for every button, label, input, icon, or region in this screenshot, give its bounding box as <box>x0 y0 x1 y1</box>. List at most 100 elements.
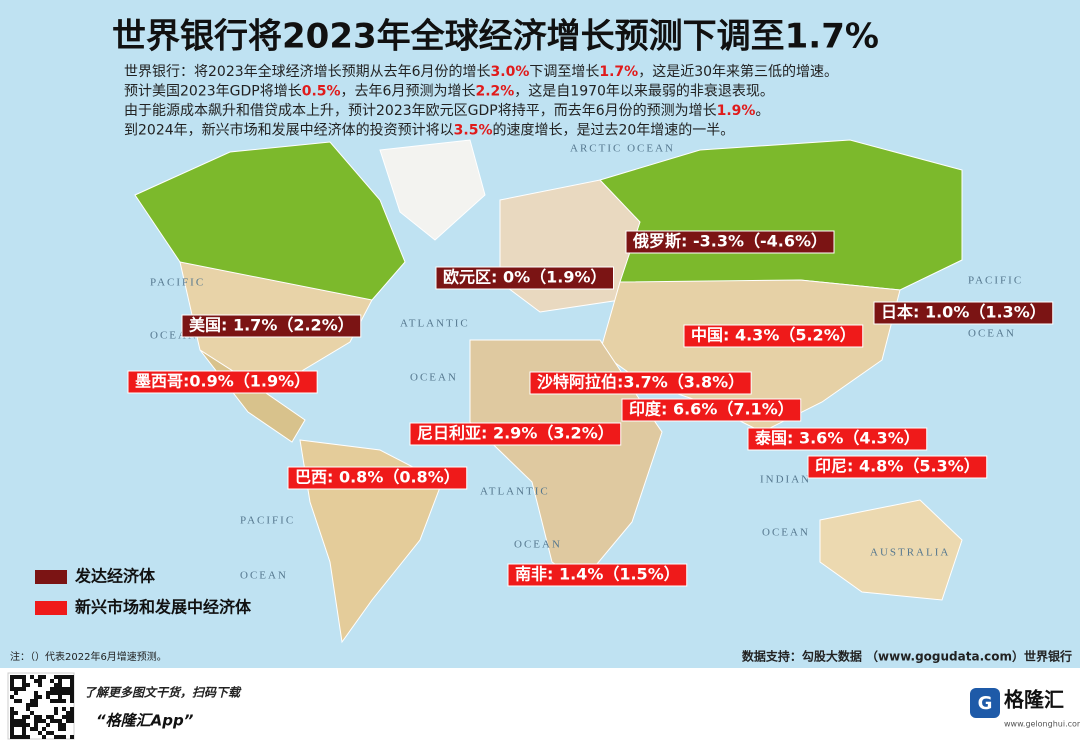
qr-cell <box>26 683 30 687</box>
qr-cell <box>34 695 38 699</box>
label-text: 尼日利亚: 2.9%（3.2%） <box>417 424 614 443</box>
place-name: PACIFIC <box>240 515 295 527</box>
qr-cell <box>58 691 62 695</box>
qr-cell <box>70 707 74 711</box>
label-box <box>127 370 318 394</box>
qr-cell <box>42 675 46 679</box>
qr-cell <box>14 699 18 703</box>
label-box <box>529 371 752 395</box>
qr-cell <box>70 675 74 679</box>
label-text: 巴西: 0.8%（0.8%） <box>295 468 460 487</box>
qr-cell <box>66 691 70 695</box>
label-box <box>621 398 802 422</box>
source: 数据支持：勾股大数据 （www.gogudata.com）世界银行 <box>742 649 1072 664</box>
qr-cell <box>38 679 42 683</box>
qr-cell <box>26 723 30 727</box>
label-box <box>625 230 835 254</box>
qr-cell <box>34 715 38 719</box>
qr-cell <box>58 727 62 731</box>
label-box <box>683 324 864 348</box>
qr-cell <box>54 719 58 723</box>
qr-cell <box>50 719 54 723</box>
summary-text: 下调至增长 <box>529 64 599 80</box>
qr-cell <box>62 707 66 711</box>
highlight: 1.7% <box>599 64 638 80</box>
label-text: 墨西哥:0.9%（1.9%） <box>135 372 310 391</box>
qr-cell <box>46 715 50 719</box>
place-name: OCEAN <box>410 372 458 384</box>
qr-cell <box>22 731 26 735</box>
qr-cell <box>38 675 42 679</box>
qr-cell <box>18 687 22 691</box>
label-box <box>747 427 928 451</box>
logo-url: www.gelonghui.com <box>1004 720 1080 729</box>
qr-cell <box>30 675 34 679</box>
qr-cell <box>66 711 70 715</box>
qr-cell <box>70 683 74 687</box>
logo-text: 格隆汇 <box>1004 688 1064 712</box>
qr-cell <box>58 679 62 683</box>
summary-line: 由于能源成本飙升和借贷成本上升，预计2023年欧元区GDP将持平，而去年6月份的… <box>124 103 769 119</box>
legend-swatch <box>35 570 67 584</box>
summary-line: 世界银行：将2023年全球经济增长预期从去年6月份的增长3.0%下调至增长1.7… <box>124 63 838 80</box>
title: 世界银行将2023年全球经济增长预测下调至1.7% <box>112 17 879 57</box>
note: 注：（）代表2022年6月增速预测。 <box>10 650 167 663</box>
qr-cell <box>58 719 62 723</box>
continents <box>134 139 963 644</box>
qr-cell <box>14 675 18 679</box>
qr-cell <box>66 687 70 691</box>
place-name: PACIFIC <box>150 277 205 289</box>
place-name: INDIAN <box>760 474 811 486</box>
highlight: 3.5% <box>454 123 493 139</box>
qr-cell <box>10 675 14 679</box>
qr-cell <box>62 699 66 703</box>
label-box <box>507 563 688 587</box>
qr-cell <box>62 723 66 727</box>
qr-cell <box>62 691 66 695</box>
qr-cell <box>54 687 58 691</box>
summary-text: ，这是近30年来第三低的增速。 <box>638 63 838 80</box>
qr-cell <box>34 679 38 683</box>
qr-cell <box>46 695 50 699</box>
country-labels: 俄罗斯: -3.3%（-4.6%） 欧元区: 0%（1.9%） 日本: 1.0%（1… <box>127 230 1054 587</box>
place-name: OCEAN <box>762 527 810 539</box>
qr-code <box>7 672 75 740</box>
qr-cell <box>34 703 38 707</box>
qr-cell <box>58 683 62 687</box>
qr-cell <box>18 675 22 679</box>
south-america <box>299 439 443 644</box>
label-text: 沙特阿拉伯:3.7%（3.8%） <box>537 373 744 392</box>
qr-cell <box>38 683 42 687</box>
summary-text: 由于能源成本飙升和借贷成本上升，预计2023年欧元区GDP将持平，而去年6月份的… <box>124 103 717 119</box>
qr-cell <box>50 691 54 695</box>
qr-cell <box>14 719 18 723</box>
summary-text: 的速度增长，是过去20年增速的一半。 <box>492 123 734 139</box>
qr-cell <box>22 675 26 679</box>
qr-cell <box>70 679 74 683</box>
summary-text: ，去年6月预测为增长 <box>341 84 476 100</box>
qr-cell <box>58 699 62 703</box>
qr-cell <box>14 735 18 739</box>
qr-cell <box>54 675 58 679</box>
label-box <box>181 314 362 338</box>
qr-cell <box>66 675 70 679</box>
qr-cell <box>46 731 50 735</box>
qr-cell <box>26 735 30 739</box>
qr-cell <box>66 719 70 723</box>
place-name: ATLANTIC <box>400 318 470 330</box>
qr-cell <box>38 719 42 723</box>
qr-cell <box>30 699 34 703</box>
place-name: OCEAN <box>514 539 562 551</box>
qr-cell <box>62 687 66 691</box>
qr-cell <box>26 703 30 707</box>
qr-cell <box>10 711 14 715</box>
qr-cell <box>10 687 14 691</box>
qr-cell <box>50 699 54 703</box>
logo-glyph: G <box>978 693 993 714</box>
qr-cell <box>70 687 74 691</box>
qr-cell <box>46 691 50 695</box>
label-box <box>409 422 622 446</box>
summary-text: 。 <box>755 103 769 119</box>
qr-cell <box>10 731 14 735</box>
